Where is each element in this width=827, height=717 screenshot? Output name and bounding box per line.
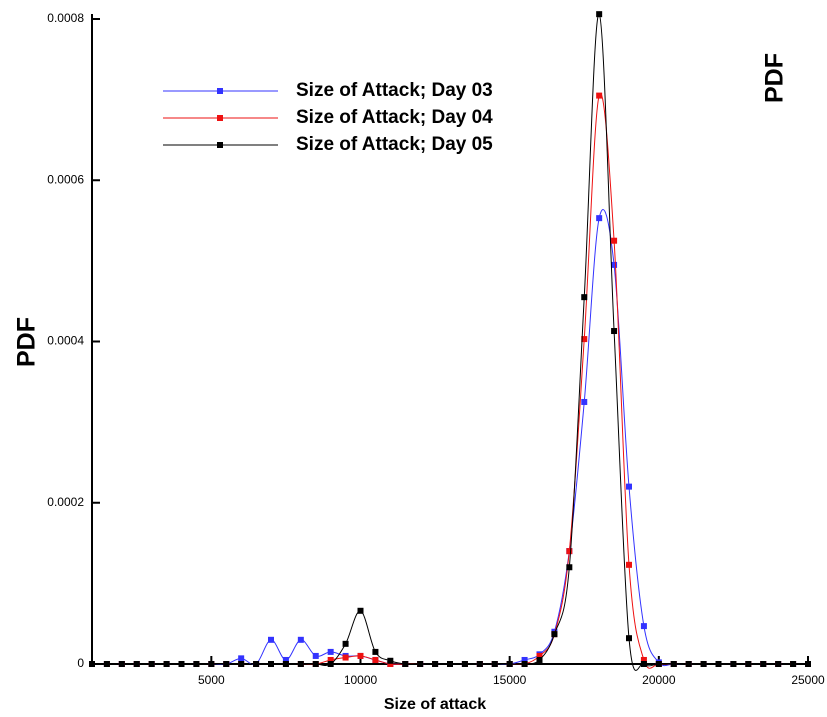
marker bbox=[626, 635, 632, 642]
marker bbox=[163, 661, 170, 667]
marker bbox=[342, 640, 349, 647]
marker bbox=[372, 656, 379, 663]
marker bbox=[312, 661, 319, 667]
marker bbox=[581, 294, 588, 301]
marker bbox=[327, 648, 334, 655]
marker bbox=[297, 636, 304, 643]
series-line bbox=[92, 93, 808, 669]
marker bbox=[745, 661, 752, 667]
y-tick-label: 0.0006 bbox=[47, 172, 84, 186]
marker bbox=[506, 661, 513, 667]
marker bbox=[312, 652, 319, 659]
x-tick-label: 10000 bbox=[344, 673, 378, 687]
marker bbox=[626, 483, 632, 490]
marker bbox=[268, 661, 274, 667]
marker bbox=[89, 661, 95, 667]
marker bbox=[715, 661, 722, 667]
marker bbox=[685, 661, 692, 667]
marker bbox=[566, 548, 573, 555]
marker bbox=[238, 661, 245, 667]
marker bbox=[327, 661, 334, 667]
marker bbox=[491, 661, 498, 667]
marker bbox=[372, 648, 379, 655]
marker bbox=[282, 656, 289, 663]
marker bbox=[805, 661, 811, 667]
marker bbox=[611, 328, 618, 335]
marker bbox=[268, 636, 274, 643]
marker bbox=[536, 652, 543, 659]
marker bbox=[566, 564, 573, 571]
legend-marker bbox=[217, 115, 223, 121]
marker bbox=[626, 561, 632, 568]
marker bbox=[611, 237, 618, 244]
marker bbox=[432, 661, 439, 667]
marker bbox=[760, 661, 767, 667]
marker bbox=[536, 656, 543, 663]
marker bbox=[357, 607, 364, 614]
marker bbox=[402, 661, 409, 667]
marker bbox=[640, 661, 647, 667]
marker bbox=[387, 661, 394, 667]
marker bbox=[596, 11, 603, 18]
marker bbox=[148, 661, 155, 667]
marker bbox=[521, 656, 528, 663]
x-tick-label: 5000 bbox=[198, 673, 225, 687]
y-tick-label: 0.0002 bbox=[47, 495, 84, 509]
marker bbox=[103, 661, 110, 667]
marker bbox=[476, 661, 483, 667]
y-tick-label: 0.0008 bbox=[47, 11, 84, 25]
legend-label: Size of Attack; Day 03 bbox=[296, 80, 493, 101]
marker bbox=[655, 661, 662, 667]
marker bbox=[238, 655, 245, 662]
marker bbox=[640, 623, 647, 630]
marker bbox=[447, 661, 453, 667]
y-axis-label: PDF bbox=[13, 317, 41, 367]
marker bbox=[521, 661, 528, 667]
x-tick-label: 15000 bbox=[493, 673, 527, 687]
marker bbox=[596, 215, 603, 222]
marker bbox=[417, 661, 424, 667]
legend-label: Size of Attack; Day 04 bbox=[296, 107, 493, 128]
marker bbox=[327, 656, 334, 663]
marker bbox=[640, 656, 647, 663]
marker bbox=[133, 661, 140, 667]
annotation: PDF bbox=[761, 53, 789, 103]
marker bbox=[551, 631, 558, 638]
marker bbox=[342, 654, 349, 661]
marker bbox=[297, 661, 304, 667]
x-tick-label: 20000 bbox=[642, 673, 676, 687]
marker bbox=[387, 657, 394, 664]
marker bbox=[596, 92, 603, 99]
x-axis-label: Size of attack bbox=[384, 696, 486, 713]
legend-marker bbox=[217, 142, 223, 148]
y-tick-label: 0.0004 bbox=[47, 334, 84, 348]
marker bbox=[581, 398, 588, 405]
marker bbox=[611, 261, 618, 268]
marker bbox=[670, 661, 677, 667]
marker bbox=[790, 661, 797, 667]
marker bbox=[730, 661, 737, 667]
marker bbox=[118, 661, 125, 667]
marker bbox=[223, 661, 230, 667]
marker bbox=[282, 661, 289, 667]
x-tick-label: 25000 bbox=[791, 673, 825, 687]
marker bbox=[461, 661, 468, 667]
marker bbox=[253, 661, 260, 667]
marker bbox=[357, 652, 364, 659]
marker bbox=[178, 661, 185, 667]
marker bbox=[193, 661, 200, 667]
legend-marker bbox=[217, 88, 223, 94]
y-tick-label: 0 bbox=[77, 656, 84, 670]
marker bbox=[700, 661, 707, 667]
legend-label: Size of Attack; Day 05 bbox=[296, 134, 493, 155]
series-line bbox=[92, 209, 808, 667]
marker bbox=[581, 336, 588, 343]
marker bbox=[775, 661, 782, 667]
marker bbox=[208, 661, 215, 667]
